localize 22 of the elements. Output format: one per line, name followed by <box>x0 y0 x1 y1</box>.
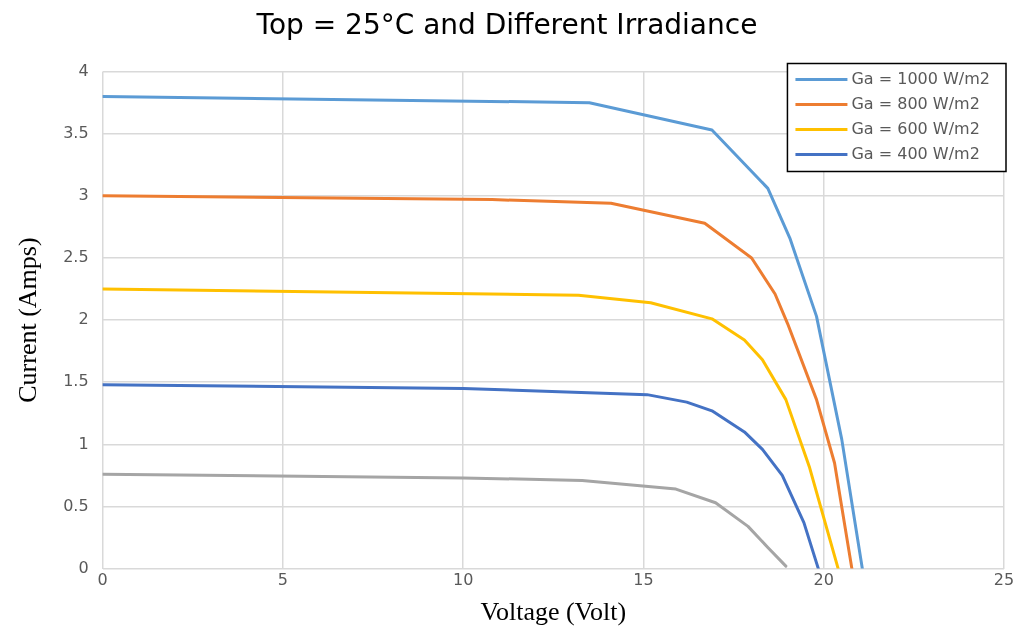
legend-label: Ga = 800 W/m2 <box>851 93 980 113</box>
y-tick-label: 2.5 <box>63 247 89 267</box>
x-tick-label: 15 <box>633 570 654 590</box>
y-tick-label: 1.5 <box>63 371 89 391</box>
y-tick-label: 3.5 <box>63 122 89 142</box>
x-tick-label: 25 <box>993 570 1015 590</box>
x-tick-label: 20 <box>813 570 834 590</box>
x-tick-label: 0 <box>97 570 108 590</box>
legend-label: Ga = 600 W/m2 <box>851 118 980 138</box>
y-tick-label: 0 <box>78 557 89 577</box>
x-tick-label: 10 <box>453 570 474 590</box>
y-axis-title: Current (Amps) <box>13 237 43 403</box>
y-tick-label: 0.5 <box>63 495 89 515</box>
x-axis-title: Voltage (Volt) <box>480 597 627 627</box>
x-tick-label: 5 <box>277 570 289 590</box>
chart-title: Top = 25°C and Different Irradiance <box>255 8 758 42</box>
legend-label: Ga = 1000 W/m2 <box>851 68 990 88</box>
y-tick-label: 1 <box>78 433 89 453</box>
y-tick-label: 2 <box>78 309 89 329</box>
legend-label: Ga = 400 W/m2 <box>851 143 980 163</box>
y-tick-label: 4 <box>78 60 89 80</box>
y-tick-label: 3 <box>78 185 89 205</box>
